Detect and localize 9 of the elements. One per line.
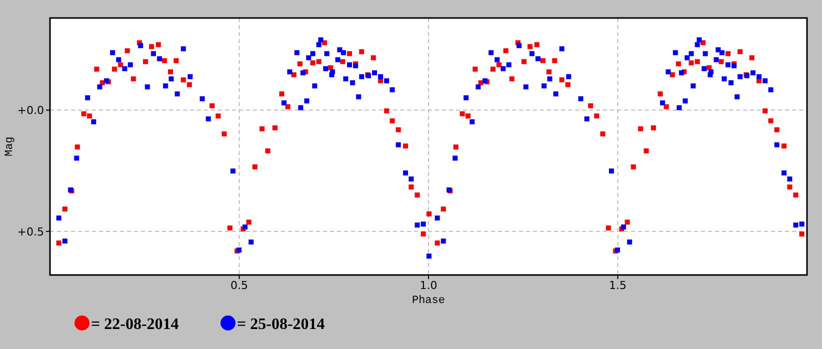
- x-tick-label: 0.5: [230, 279, 248, 292]
- x-tick-label: 1.5: [609, 279, 626, 292]
- legend-label: = 22-08-2014: [91, 316, 179, 333]
- y-axis-title: Mag: [4, 136, 16, 156]
- y-tick-label: +0.0: [17, 104, 44, 118]
- x-axis-title: Phase: [412, 295, 446, 307]
- legend-label: = 25-08-2014: [237, 316, 325, 333]
- y-tick-label: +0.5: [17, 225, 44, 238]
- x-tick-label: 1.0: [420, 279, 438, 292]
